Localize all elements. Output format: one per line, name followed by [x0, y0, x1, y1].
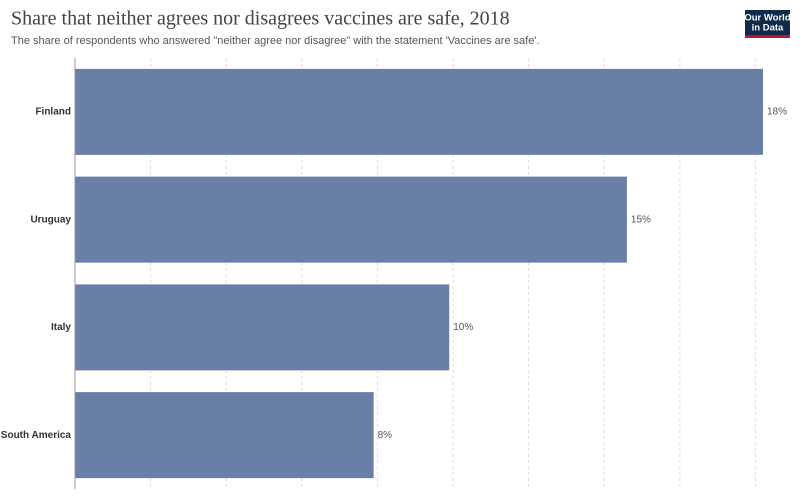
logo-box	[745, 10, 790, 38]
chart-title: Share that neither agrees nor disagrees …	[11, 8, 510, 30]
logo-stripe	[745, 35, 790, 38]
category-label: Finland	[35, 107, 71, 118]
bar	[75, 176, 627, 263]
bar	[75, 284, 450, 371]
logo-text: in Data	[752, 23, 784, 34]
value-label: 15%	[631, 214, 651, 225]
bar	[75, 392, 374, 479]
category-label: Italy	[51, 322, 71, 333]
bar	[75, 68, 763, 155]
category-label: South America	[1, 430, 72, 441]
value-label: 18%	[767, 107, 787, 118]
chart-subtitle: The share of respondents who answered "n…	[11, 35, 540, 47]
logo-text: Our World	[744, 13, 790, 24]
value-label: 10%	[453, 322, 473, 333]
category-label: Uruguay	[30, 214, 71, 225]
value-label: 8%	[378, 430, 393, 441]
